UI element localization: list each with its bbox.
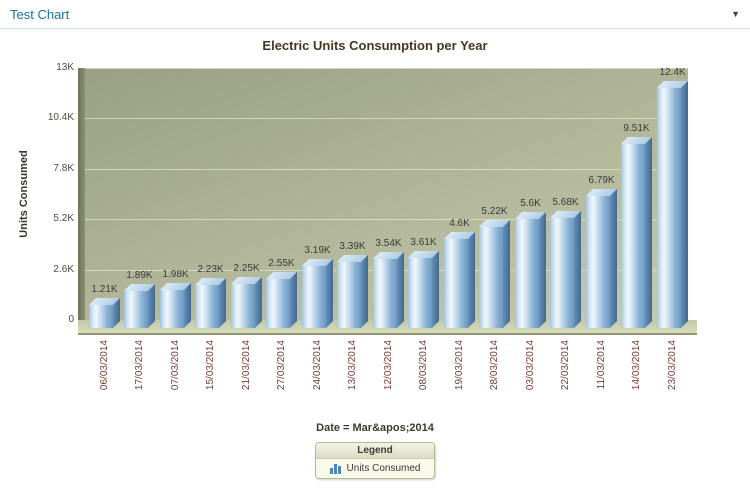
bar[interactable] — [550, 218, 574, 328]
gridline — [85, 118, 688, 119]
bar-value-label: 4.6K — [449, 218, 470, 229]
x-axis-label: 11/03/2014 — [595, 340, 607, 390]
bar[interactable] — [266, 279, 290, 328]
x-axis-label: 27/03/2014 — [275, 340, 287, 391]
bar-side-face[interactable] — [610, 189, 617, 328]
gridline — [85, 169, 688, 170]
x-axis-label: 12/03/2014 — [382, 340, 394, 391]
bar-value-label: 1.98K — [162, 269, 189, 280]
x-axis-label: 07/03/2014 — [169, 340, 181, 391]
bar-side-face[interactable] — [645, 137, 652, 328]
x-axis-label: 03/03/2014 — [524, 340, 536, 391]
bar-side-face[interactable] — [184, 283, 191, 328]
bar-side-face[interactable] — [290, 272, 297, 328]
bar[interactable] — [160, 290, 184, 328]
bar[interactable] — [373, 259, 397, 328]
chart-title: Electric Units Consumption per Year — [262, 38, 488, 53]
bar-side-face[interactable] — [681, 81, 688, 328]
x-axis-label: 23/03/2014 — [666, 340, 678, 391]
bar-value-label: 2.25K — [233, 263, 260, 274]
bar[interactable] — [657, 88, 681, 328]
bar-value-label: 3.19K — [304, 245, 331, 256]
bar-value-label: 12.4K — [659, 67, 686, 78]
collapse-caret-icon[interactable]: ▼ — [731, 9, 740, 19]
bar-side-face[interactable] — [255, 277, 262, 328]
x-axis-label: 15/03/2014 — [204, 340, 216, 391]
bar[interactable] — [337, 262, 361, 328]
bar[interactable] — [479, 227, 503, 328]
bar[interactable] — [621, 144, 645, 328]
x-axis-label: 24/03/2014 — [311, 340, 323, 391]
bar[interactable] — [195, 285, 219, 328]
x-axis-label: 14/03/2014 — [630, 340, 642, 391]
bar[interactable] — [302, 266, 326, 328]
x-axis-label: 19/03/2014 — [453, 340, 465, 391]
panel-title-link[interactable]: Test Chart — [10, 6, 70, 22]
bar-side-face[interactable] — [468, 232, 475, 328]
bar[interactable] — [515, 219, 539, 328]
y-tick-label: 0 — [68, 314, 74, 325]
bar-value-label: 5.22K — [481, 206, 508, 217]
bar-side-face[interactable] — [539, 212, 546, 328]
bar[interactable] — [231, 284, 255, 328]
bar-value-label: 1.89K — [126, 270, 153, 281]
bar-value-label: 5.6K — [520, 198, 541, 209]
bar-side-face[interactable] — [326, 259, 333, 328]
bar-value-label: 1.21K — [91, 284, 118, 295]
plot-left-wall — [78, 68, 85, 320]
x-axis-label: 21/03/2014 — [240, 340, 252, 391]
y-tick-label: 7.8K — [53, 163, 74, 174]
bar-side-face[interactable] — [361, 255, 368, 328]
chart-canvas: Electric Units Consumption per Year Unit… — [0, 30, 750, 488]
y-tick-label: 13K — [56, 62, 74, 73]
column-chart-icon — [329, 464, 341, 474]
bar-value-label: 2.55K — [268, 258, 295, 269]
y-tick-label: 2.6K — [53, 264, 74, 275]
bar-side-face[interactable] — [503, 220, 510, 328]
bar-side-face[interactable] — [397, 252, 404, 328]
bar-side-face[interactable] — [432, 251, 439, 328]
bar-side-face[interactable] — [574, 211, 581, 328]
panel-header: Test Chart ▼ — [0, 0, 750, 29]
bar-value-label: 3.54K — [375, 238, 402, 249]
x-axis-label: 28/03/2014 — [488, 340, 500, 391]
legend-item-label: Units Consumed — [346, 463, 421, 474]
bar[interactable] — [89, 305, 113, 328]
bar-value-label: 3.61K — [410, 237, 437, 248]
x-axis-title: Date = Mar&apos;2014 — [316, 422, 434, 434]
legend: Legend Units Consumed — [315, 442, 435, 479]
x-axis-label: 17/03/2014 — [133, 340, 145, 391]
bar-value-label: 3.39K — [339, 241, 366, 252]
gridline — [85, 219, 688, 220]
bar-side-face[interactable] — [113, 298, 120, 328]
x-axis-label: 06/03/2014 — [98, 340, 110, 391]
y-tick-label: 10.4K — [47, 112, 74, 123]
chart-layer: 0 2.6K 5.2K 7.8K 10.4K 13K 1.21K 06/03/2014 1.89… — [0, 30, 750, 488]
x-axis-label: 22/03/2014 — [559, 340, 571, 391]
x-axis-label: 08/03/2014 — [417, 340, 429, 391]
bar[interactable] — [586, 196, 610, 328]
bar-value-label: 2.23K — [197, 264, 224, 275]
bar[interactable] — [444, 239, 468, 328]
bar[interactable] — [124, 291, 148, 328]
x-axis-label: 13/03/2014 — [346, 340, 358, 391]
bar-value-label: 6.79K — [588, 175, 615, 186]
bar[interactable] — [408, 258, 432, 328]
y-tick-label: 5.2K — [53, 213, 74, 224]
bar-value-label: 9.51K — [623, 123, 650, 134]
bar-side-face[interactable] — [148, 284, 155, 328]
legend-item[interactable]: Units Consumed — [316, 459, 434, 478]
legend-header: Legend — [316, 443, 434, 459]
gridline — [85, 68, 688, 69]
bar-side-face[interactable] — [219, 278, 226, 328]
bar-value-label: 5.68K — [552, 197, 579, 208]
